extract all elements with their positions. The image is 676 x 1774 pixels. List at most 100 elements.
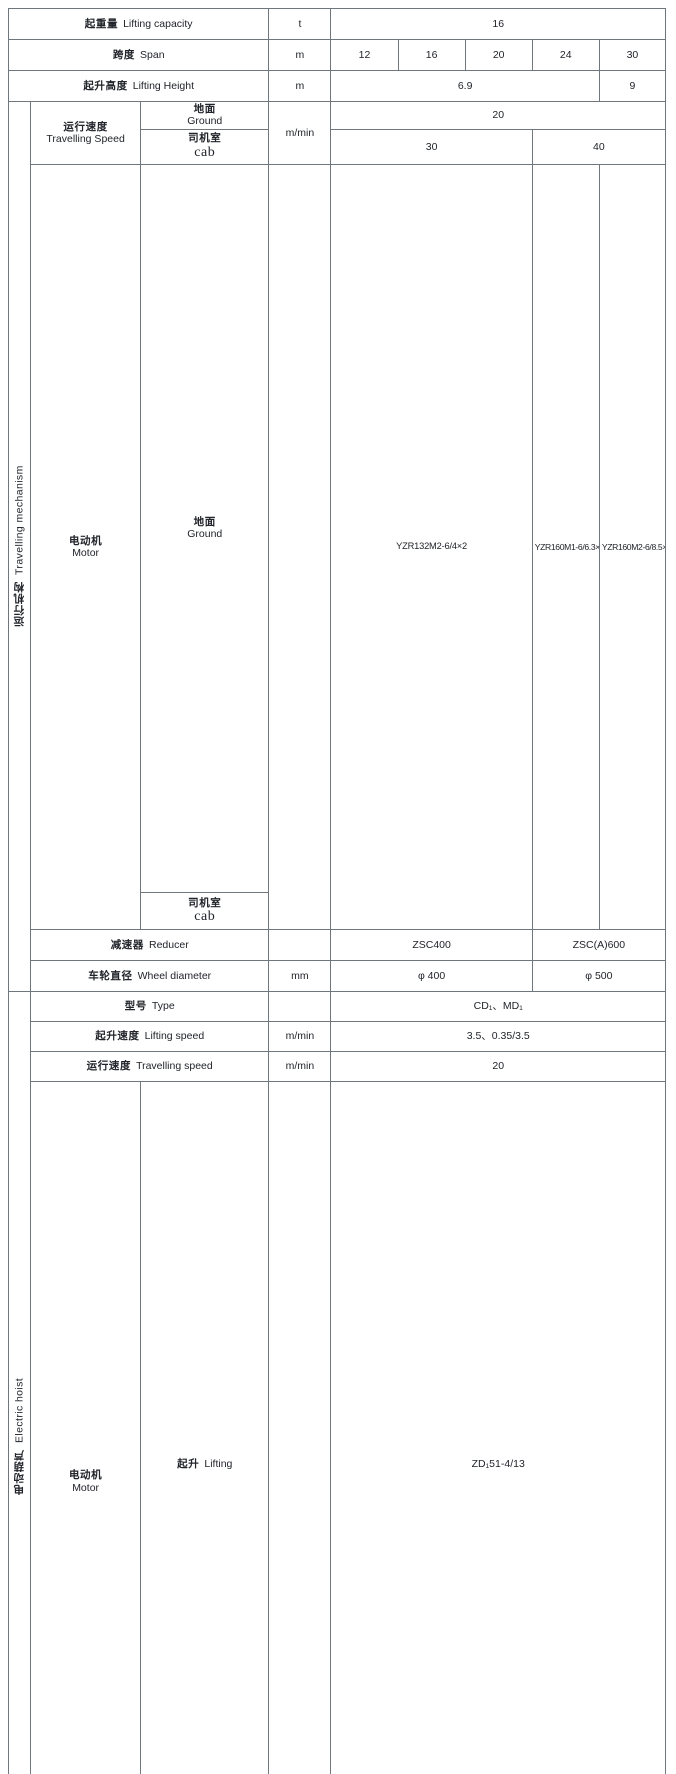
value-hoist-motor-lifting: ZD₁51-4/13 [331, 1082, 666, 1774]
row-label-cn: 起升高度 [83, 80, 127, 92]
row-label-cn: 起重量 [85, 18, 118, 30]
unit-hoist-type [269, 992, 331, 1022]
row-label-wheel-diameter: 车轮直径 Wheel diameter [31, 961, 269, 992]
value-wheel-diameter-2: φ 500 [532, 961, 665, 992]
value-hoist-travelling-speed: 20 [331, 1052, 666, 1082]
value-hoist-type: CD₁、MD₁ [331, 992, 666, 1022]
sub-label-hoist-lifting: 起升 Lifting [141, 1082, 269, 1774]
table-row-wheel-diameter: 车轮直径 Wheel diameter mm φ 400 φ 500 [9, 961, 666, 992]
value-travel-motor-1: YZR132M2-6/4×2 [331, 164, 532, 929]
row-label-en: Lifting speed [145, 1030, 205, 1042]
row-label-cn: 跨度 [113, 49, 135, 61]
unit-wheel-diameter: mm [269, 961, 331, 992]
row-label-hoist-motor: 电动机 Motor [31, 1082, 141, 1774]
sub-label-cab: 司机室 cab [141, 129, 269, 164]
row-label-travelling-speed: 运行速度 Travelling Speed [31, 102, 141, 165]
table-row-hoist-travelling-speed: 运行速度 Travelling speed m/min 20 [9, 1052, 666, 1082]
table-row-hoist-lifting-speed: 起升速度 Lifting speed m/min 3.5、0.35/3.5 [9, 1022, 666, 1052]
table-row-span: 跨度 Span m 12 16 20 24 30 [9, 40, 666, 71]
row-label-en: Type [152, 1000, 175, 1012]
value-travelling-speed-cab-30: 30 [331, 129, 532, 164]
unit-reducer [269, 930, 331, 961]
sub-label-ground: 地面 Ground [141, 102, 269, 130]
group-label-electric-hoist: 电动葫芦 Electric hoist [9, 992, 31, 1774]
sub-label-cn: 地面 [143, 103, 266, 115]
row-label-reducer: 减速器 Reducer [31, 930, 269, 961]
table-row-reducer: 减速器 Reducer ZSC400 ZSC(A)600 [9, 930, 666, 961]
row-label-cn: 型号 [125, 1000, 147, 1012]
row-label-travel-motor: 电动机 Motor [31, 164, 141, 929]
table-row-hoist-motor-lifting: 电动机 Motor 起升 Lifting ZD₁51-4/13 [9, 1082, 666, 1774]
value-wheel-diameter-1: φ 400 [331, 961, 532, 992]
row-label-en: Span [140, 49, 165, 61]
unit-span: m [269, 40, 331, 71]
group-label-cn: 运行机构 [13, 581, 25, 627]
sub-label-en: cab [143, 909, 266, 926]
row-label-en: Reducer [149, 939, 189, 951]
table-row-lifting-capacity: 起重量 Lifting capacity t 16 [9, 9, 666, 40]
group-label-travelling-mechanism: 运行机构 Travelling mechanism [9, 102, 31, 992]
sub-label-ground: 地面 Ground [141, 164, 269, 892]
row-label-en: Lifting capacity [123, 18, 192, 30]
sub-label-en: cab [143, 145, 266, 162]
sub-label-cab: 司机室 cab [141, 893, 269, 930]
value-span-20: 20 [465, 40, 532, 71]
unit-hoist-motor-lifting [269, 1082, 331, 1774]
unit-lifting-height: m [269, 71, 331, 102]
value-travel-motor-2: YZR160M1-6/6.3×2 [532, 164, 599, 929]
row-label-span: 跨度 Span [9, 40, 269, 71]
row-label-en: Travelling Speed [33, 133, 138, 145]
table-row-lifting-height: 起升高度 Lifting Height m 6.9 9 [9, 71, 666, 102]
row-label-en: Lifting Height [133, 80, 194, 92]
specification-sheet: 起重量 Lifting capacity t 16 跨度 Span m 12 16 … [0, 0, 676, 887]
row-label-cn: 减速器 [111, 939, 144, 951]
row-label-en: Motor [33, 1482, 138, 1494]
value-span-30: 30 [599, 40, 665, 71]
row-label-cn: 运行速度 [33, 121, 138, 133]
value-lifting-height-9: 9 [599, 71, 665, 102]
sub-label-en: Ground [143, 115, 266, 127]
sub-label-cn: 地面 [143, 516, 266, 528]
row-label-en: Motor [33, 547, 138, 559]
group-label-en: Electric hoist [13, 1378, 25, 1443]
table-row-travelling-speed-ground: 运行机构 Travelling mechanism 运行速度 Travellin… [9, 102, 666, 130]
group-label-en: Travelling mechanism [13, 466, 25, 576]
sub-label-en: Ground [143, 528, 266, 540]
table-row-hoist-type: 电动葫芦 Electric hoist 型号Type CD₁、MD₁ [9, 992, 666, 1022]
unit-travelling-speed: m/min [269, 102, 331, 165]
row-label-en: Travelling speed [136, 1060, 213, 1072]
value-hoist-lifting-speed: 3.5、0.35/3.5 [331, 1022, 666, 1052]
crane-specification-table: 起重量 Lifting capacity t 16 跨度 Span m 12 16 … [8, 8, 666, 1774]
row-label-hoist-type: 型号 Type [31, 992, 269, 1022]
value-travelling-speed-cab-40: 40 [532, 129, 665, 164]
value-travelling-speed-ground: 20 [331, 102, 666, 130]
row-label-cn: 电动机 [33, 535, 138, 547]
row-label-cn: 起升速度 [95, 1030, 139, 1042]
value-span-16: 16 [398, 40, 465, 71]
value-reducer-2: ZSC(A)600 [532, 930, 665, 961]
unit-hoist-lifting-speed: m/min [269, 1022, 331, 1052]
table-row-travel-motor-ground: 电动机 Motor 地面 Ground YZR132M2-6/4×2 YZR16… [9, 164, 666, 892]
row-label-cn: 运行速度 [87, 1060, 131, 1072]
group-label-cn: 电动葫芦 [13, 1449, 25, 1495]
row-label-en: Wheel diameter [138, 970, 212, 982]
unit-lifting-capacity: t [269, 9, 331, 40]
value-lifting-height-69: 6.9 [331, 71, 599, 102]
value-span-24: 24 [532, 40, 599, 71]
sub-label-en: Lifting [204, 1458, 232, 1470]
value-reducer-1: ZSC400 [331, 930, 532, 961]
unit-travel-motor [269, 164, 331, 929]
value-lifting-capacity: 16 [331, 9, 666, 40]
row-label-hoist-travelling-speed: 运行速度 Travelling speed [31, 1052, 269, 1082]
sub-label-cn: 司机室 [143, 132, 266, 144]
value-travel-motor-3: YZR160M2-6/8.5×2 [599, 164, 665, 929]
row-label-lifting-capacity: 起重量 Lifting capacity [9, 9, 269, 40]
value-span-12: 12 [331, 40, 398, 71]
row-label-lifting-height: 起升高度 Lifting Height [9, 71, 269, 102]
row-label-hoist-lifting-speed: 起升速度 Lifting speed [31, 1022, 269, 1052]
row-label-cn: 车轮直径 [88, 970, 132, 982]
row-label-cn: 电动机 [33, 1469, 138, 1481]
sub-label-cn: 起升 [177, 1458, 199, 1470]
sub-label-cn: 司机室 [143, 897, 266, 909]
unit-hoist-travelling-speed: m/min [269, 1052, 331, 1082]
